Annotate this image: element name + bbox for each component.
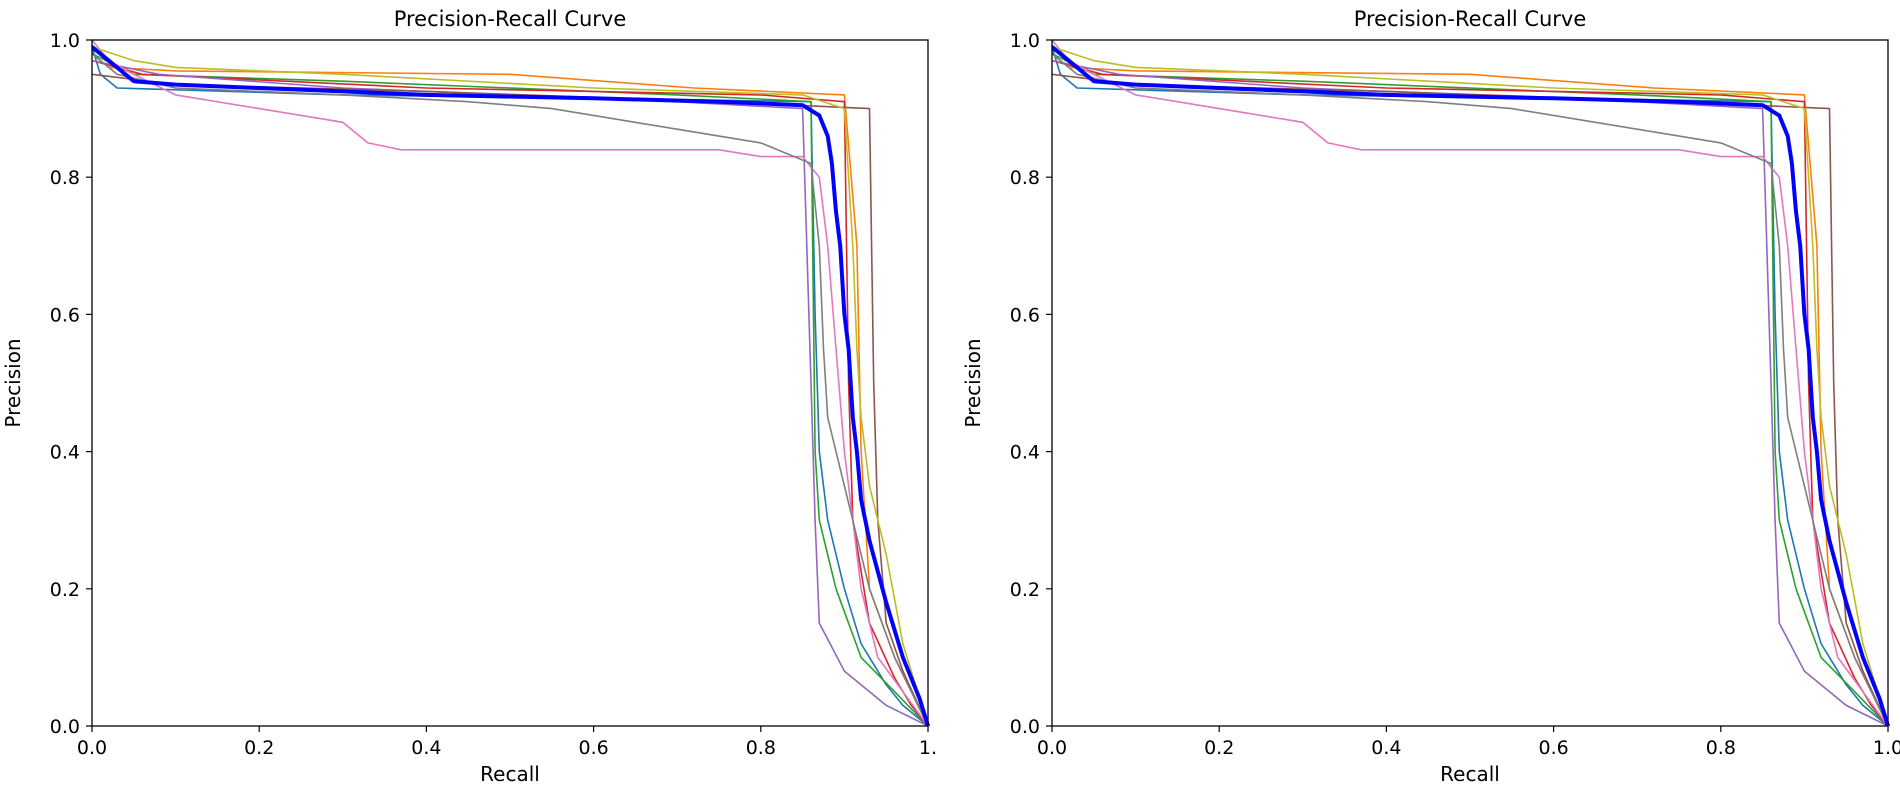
x-axis-label: Recall — [480, 762, 540, 786]
x-tick-label: 1.0 — [1873, 737, 1900, 759]
series-line-5 — [92, 59, 929, 726]
series-line-7 — [92, 39, 929, 726]
series-group — [92, 39, 930, 726]
y-tick-label: 0.4 — [50, 442, 80, 464]
y-axis-label: Precision — [961, 338, 985, 427]
series-line-8 — [1052, 52, 1889, 726]
x-tick-label: 0.4 — [1371, 737, 1401, 759]
y-tick-label: 0.2 — [50, 579, 80, 601]
y-tick-label: 0.4 — [1010, 442, 1040, 464]
x-tick-label: 0.0 — [1037, 737, 1067, 759]
chart-panel-2: 0.0 0.2 0.4 0.6 0.8 1.0 0.0 0.2 0.4 0.6 0.8 1.0 Prec… — [961, 7, 1900, 786]
series-line-3 — [1052, 52, 1889, 726]
chart-title: Precision-Recall Curve — [394, 7, 627, 31]
plot-frame — [1051, 39, 1889, 727]
chart-title: Precision-Recall Curve — [1354, 7, 1587, 31]
y-axis-label: Precision — [1, 338, 25, 427]
y-tick-label: 0.6 — [50, 304, 80, 326]
series-line-9 — [92, 46, 929, 726]
series-line-10 — [92, 44, 930, 726]
series-line-10 — [1052, 44, 1890, 726]
x-tick-label: 0.6 — [1538, 737, 1568, 759]
x-tick-label: 0.2 — [1204, 737, 1234, 759]
series-line-1 — [92, 46, 929, 726]
y-tick-label: 0.0 — [50, 716, 80, 738]
y-tick-label: 1.0 — [50, 30, 80, 52]
y-tick-label: 0.6 — [1010, 304, 1040, 326]
y-tick-label: 0.8 — [50, 167, 80, 189]
y-tick-label: 0.8 — [1010, 167, 1040, 189]
plot-frame — [91, 39, 929, 727]
series-line-2 — [1052, 52, 1889, 726]
series-line-5 — [1052, 59, 1889, 726]
y-tick-label: 0.2 — [1010, 579, 1040, 601]
x-tick-label: 0.0 — [77, 737, 107, 759]
series-line-7 — [1052, 39, 1889, 726]
x-tick-label: 0.6 — [578, 737, 608, 759]
series-line-2 — [92, 52, 929, 726]
x-axis-label: Recall — [1440, 762, 1500, 786]
x-tick-label: 0.8 — [746, 737, 776, 759]
y-tick-label: 1.0 — [1010, 30, 1040, 52]
series-line-9 — [1052, 46, 1889, 726]
x-tick-label: 0.4 — [411, 737, 441, 759]
series-group — [1052, 39, 1890, 726]
series-line-8 — [92, 52, 929, 726]
chart-panel-1: 0.0 0.2 0.4 0.6 0.8 1. 0.0 0.2 0.4 0.6 0.8 1.0 Preci… — [1, 7, 937, 786]
x-tick-label: 0.2 — [244, 737, 274, 759]
series-line-3 — [92, 52, 929, 726]
series-line-1 — [1052, 46, 1889, 726]
x-tick-label: 0.8 — [1706, 737, 1736, 759]
series-line-6 — [1052, 73, 1889, 726]
y-tick-label: 0.0 — [1010, 716, 1040, 738]
series-line-6 — [92, 73, 929, 726]
x-tick-label: 1. — [919, 737, 937, 759]
